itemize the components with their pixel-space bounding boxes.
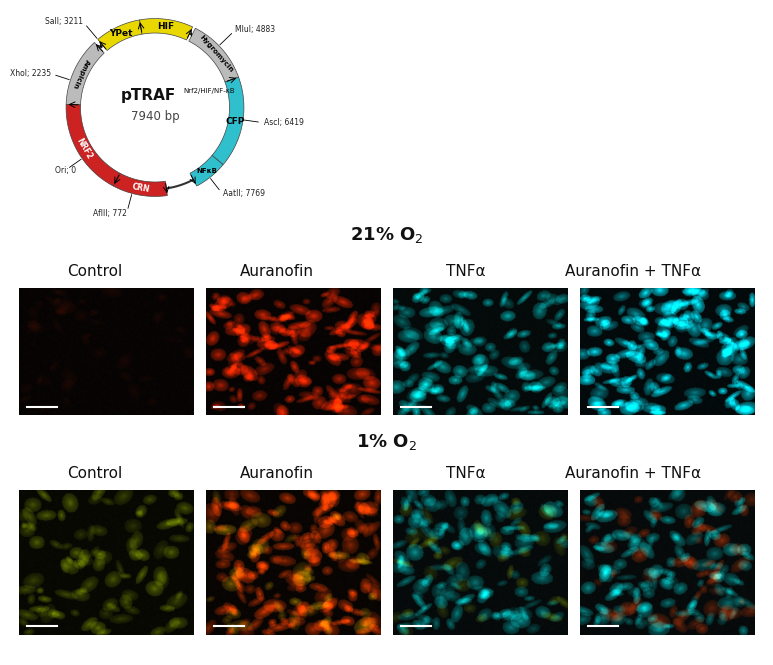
Text: CRN: CRN: [131, 182, 151, 194]
Text: Nrf2/HIF/NF-κB: Nrf2/HIF/NF-κB: [183, 88, 234, 94]
Text: Auranofin + TNFα: Auranofin + TNFα: [564, 264, 701, 279]
Text: SalI; 3211: SalI; 3211: [45, 17, 83, 27]
Text: Auranofin: Auranofin: [240, 264, 314, 279]
Text: Ampicin: Ampicin: [71, 58, 90, 89]
Text: NRF2: NRF2: [75, 136, 94, 160]
Text: Control: Control: [67, 264, 122, 279]
Text: pTRAF: pTRAF: [121, 88, 176, 103]
Polygon shape: [212, 77, 244, 165]
Text: YPet: YPet: [109, 29, 132, 38]
Text: AatII; 7769: AatII; 7769: [223, 190, 264, 198]
Text: XhoI; 2235: XhoI; 2235: [9, 69, 51, 78]
Text: Auranofin: Auranofin: [240, 467, 314, 481]
Polygon shape: [190, 156, 223, 186]
Text: Ori; 0: Ori; 0: [55, 166, 76, 175]
Polygon shape: [66, 104, 120, 186]
Text: MluI; 4883: MluI; 4883: [236, 25, 275, 35]
Text: 7940 bp: 7940 bp: [131, 110, 179, 122]
Text: CFP: CFP: [226, 117, 245, 126]
Text: Hygromycin: Hygromycin: [198, 34, 234, 73]
Text: TNFα: TNFα: [446, 467, 486, 481]
Text: 1% O$_2$: 1% O$_2$: [356, 432, 417, 452]
Text: Control: Control: [67, 467, 122, 481]
Polygon shape: [114, 174, 168, 196]
Text: TNFα: TNFα: [446, 264, 486, 279]
Polygon shape: [189, 29, 239, 82]
Polygon shape: [140, 19, 192, 40]
Text: 21% O$_2$: 21% O$_2$: [349, 225, 424, 245]
Text: Auranofin + TNFα: Auranofin + TNFα: [564, 467, 701, 481]
Text: AfIII; 772: AfIII; 772: [93, 209, 127, 218]
Polygon shape: [98, 20, 142, 51]
Polygon shape: [66, 43, 104, 105]
Text: NFκB: NFκB: [196, 168, 217, 174]
Text: HIF: HIF: [157, 22, 174, 31]
Text: AscI; 6419: AscI; 6419: [264, 118, 304, 127]
